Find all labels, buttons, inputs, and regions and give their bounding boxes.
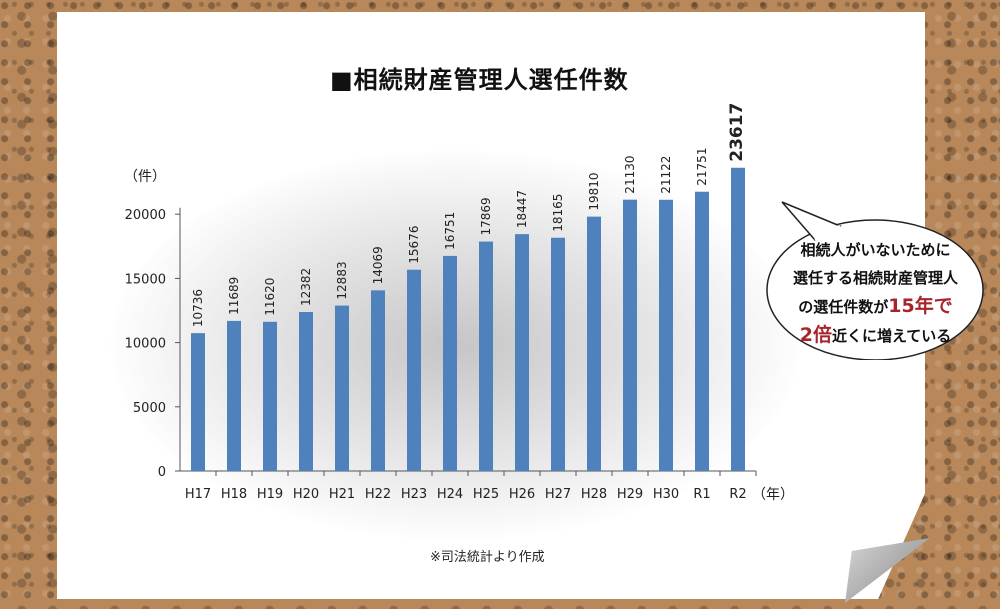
bar-H20 — [299, 312, 313, 471]
y-tick-label: 5000 — [133, 401, 166, 416]
bar-R2 — [731, 167, 745, 471]
x-tick-label-R2: R2 — [729, 487, 746, 502]
bar-H24 — [443, 255, 457, 471]
data-label-H20: 12382 — [299, 268, 313, 306]
bar-H19 — [263, 321, 277, 471]
x-tick-label-H21: H21 — [329, 487, 355, 502]
x-tick-label-H24: H24 — [437, 487, 463, 502]
callout-line-2: 選任する相続財産管理人 — [792, 269, 958, 287]
bar-H17 — [191, 333, 205, 471]
y-tick-label: 20000 — [125, 208, 166, 223]
bar-H22 — [371, 290, 385, 471]
callout-line-3: の選任件数が15年で — [768, 292, 983, 321]
x-tick-label-H22: H22 — [365, 487, 391, 502]
data-label-H30: 21122 — [659, 156, 673, 194]
data-label-H18: 11689 — [227, 277, 241, 315]
y-tick-label: 10000 — [125, 337, 166, 352]
data-label-H17: 10736 — [191, 289, 205, 327]
source-note: ※司法統計より作成 — [430, 550, 545, 565]
bar-H27 — [551, 237, 565, 471]
bar-H28 — [587, 216, 601, 471]
bar-H29 — [623, 199, 637, 471]
bar-R1 — [695, 191, 709, 471]
x-tick-label-R1: R1 — [693, 487, 710, 502]
y-axis-unit: （件） — [124, 169, 166, 185]
chart-title: ■相続財産管理人選任件数 — [330, 66, 629, 94]
callout-text: 相続人がいないために 選任する相続財産管理人 の選任件数が15年で 2倍近くに増… — [768, 236, 983, 350]
callout-line-1: 相続人がいないために — [800, 241, 951, 259]
callout-line-3-pre: の選任件数が — [798, 298, 889, 316]
data-label-H22: 14069 — [371, 246, 385, 284]
data-label-H19: 11620 — [263, 278, 277, 316]
bar-H25 — [479, 241, 493, 471]
callout-line-4: 2倍近くに増えている — [768, 321, 983, 350]
x-tick-label-H25: H25 — [473, 487, 499, 502]
data-label-H29: 21130 — [623, 156, 637, 194]
y-tick-label: 15000 — [125, 272, 166, 287]
data-label-H21: 12883 — [335, 261, 349, 299]
callout-highlight-15-years: 15年で — [888, 295, 953, 317]
data-label-R2: 23617 — [727, 103, 747, 162]
x-tick-label-H20: H20 — [293, 487, 319, 502]
data-label-H27: 18165 — [551, 194, 565, 232]
data-label-H23: 15676 — [407, 226, 421, 264]
data-label-H25: 17869 — [479, 197, 493, 235]
x-tick-label-H17: H17 — [185, 487, 211, 502]
x-axis-unit: （年） — [752, 487, 794, 503]
bar-H23 — [407, 269, 421, 471]
callout-bubble — [766, 201, 984, 360]
data-label-H24: 16751 — [443, 212, 457, 250]
data-label-H26: 18447 — [515, 190, 529, 228]
x-tick-label-H29: H29 — [617, 487, 643, 502]
bar-H21 — [335, 305, 349, 471]
x-tick-label-H26: H26 — [509, 487, 535, 502]
x-tick-label-H19: H19 — [257, 487, 283, 502]
x-tick-label-H27: H27 — [545, 487, 571, 502]
x-tick-label-H23: H23 — [401, 487, 427, 502]
x-tick-label-H18: H18 — [221, 487, 247, 502]
x-tick-label-H30: H30 — [653, 487, 679, 502]
callout-highlight-double: 2倍 — [799, 324, 832, 346]
data-label-R1: 21751 — [695, 148, 709, 186]
bar-H18 — [227, 320, 241, 471]
bar-H26 — [515, 234, 529, 471]
callout-line-4-post: 近くに増えている — [831, 327, 952, 345]
y-tick-label: 0 — [158, 465, 166, 480]
x-tick-label-H28: H28 — [581, 487, 607, 502]
bar-H30 — [659, 199, 673, 471]
data-label-H28: 19810 — [587, 172, 601, 210]
